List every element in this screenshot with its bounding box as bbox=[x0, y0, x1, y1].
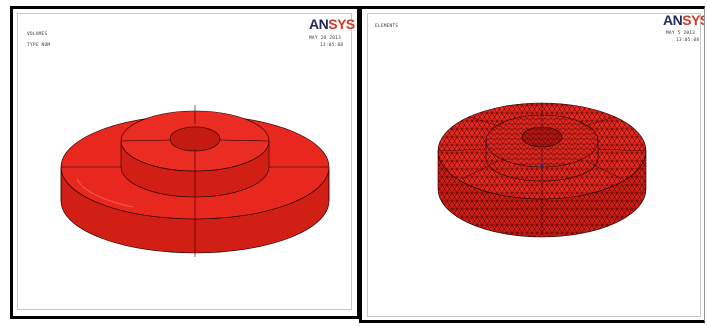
elements-viewport[interactable]: ELEMENTS ANSYS MAY 5 2013 13:05:08 bbox=[359, 6, 705, 323]
plot-date: MAY 5 2013 bbox=[666, 31, 696, 36]
node-marker bbox=[540, 163, 544, 167]
ansys-logo: ANSYS bbox=[309, 16, 355, 32]
plot-title: VOLUMES bbox=[27, 32, 48, 37]
volumes-viewport[interactable]: VOLUMES TYPE NUM ANSYS MAY 20 2013 13:05… bbox=[10, 6, 359, 319]
plot-time: 13:05:08 bbox=[320, 43, 344, 48]
ansys-logo: ANSYS bbox=[663, 12, 704, 28]
flange-volume-model bbox=[60, 105, 330, 257]
flange-mesh-model bbox=[437, 102, 647, 238]
plot-date: MAY 20 2013 bbox=[309, 36, 342, 41]
plot-subtitle: TYPE NUM bbox=[27, 43, 51, 48]
center-hole bbox=[169, 126, 221, 152]
plot-title: ELEMENTS bbox=[375, 24, 399, 29]
plot-time: 13:05:08 bbox=[676, 38, 700, 43]
